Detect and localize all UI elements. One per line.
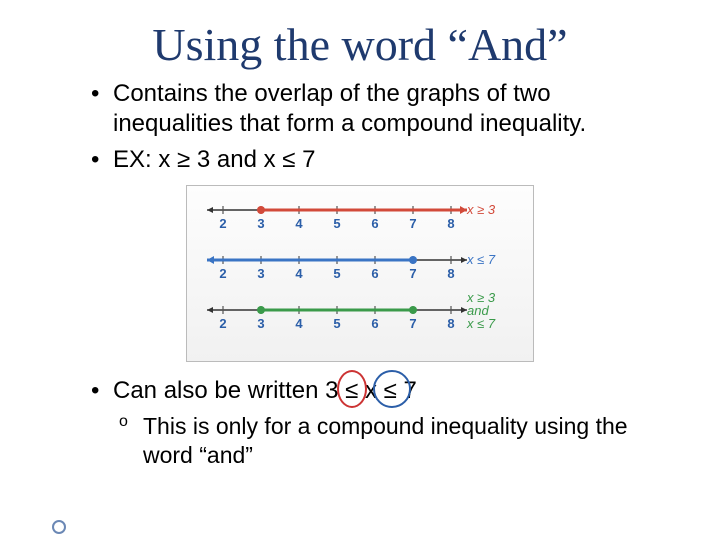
numberline-diagram: 2345678x ≥ 32345678x ≤ 72345678x ≥ 3andx…	[186, 185, 534, 362]
svg-text:3: 3	[257, 316, 264, 331]
bottom-block: Can also be written 3 ≤ x ≤ 7 This is on…	[0, 376, 720, 470]
sub-bullet: This is only for a compound inequality u…	[85, 412, 650, 470]
svg-text:8: 8	[447, 266, 454, 281]
svg-text:7: 7	[409, 316, 416, 331]
bullet-1: Contains the overlap of the graphs of tw…	[85, 79, 650, 139]
svg-text:3: 3	[257, 216, 264, 231]
content-block: Contains the overlap of the graphs of tw…	[0, 79, 720, 175]
le2: ≤	[384, 377, 397, 404]
bullet-3: Can also be written 3 ≤ x ≤ 7	[85, 376, 650, 406]
diagram-container: 2345678x ≥ 32345678x ≤ 72345678x ≥ 3andx…	[0, 185, 720, 362]
slide-title: Using the word “And”	[0, 18, 720, 71]
b3-suffix: 7	[397, 377, 417, 404]
svg-text:4: 4	[295, 216, 303, 231]
svg-text:6: 6	[371, 316, 378, 331]
svg-text:5: 5	[333, 316, 340, 331]
svg-text:7: 7	[409, 216, 416, 231]
svg-text:2: 2	[219, 266, 226, 281]
svg-text:5: 5	[333, 216, 340, 231]
svg-text:3: 3	[257, 266, 264, 281]
circled-inequality: ≤ x ≤	[345, 376, 397, 406]
numberline-svg: 2345678x ≥ 32345678x ≤ 72345678x ≥ 3andx…	[195, 192, 525, 348]
svg-text:4: 4	[295, 266, 303, 281]
svg-text:6: 6	[371, 266, 378, 281]
bullet-2: EX: x ≥ 3 and x ≤ 7	[85, 145, 650, 175]
b3-mid: x	[358, 377, 383, 404]
svg-text:8: 8	[447, 316, 454, 331]
svg-text:x ≥ 3: x ≥ 3	[466, 202, 496, 217]
svg-text:4: 4	[295, 316, 303, 331]
svg-text:5: 5	[333, 266, 340, 281]
footer-dot-icon	[52, 520, 66, 534]
svg-text:2: 2	[219, 316, 226, 331]
svg-text:6: 6	[371, 216, 378, 231]
svg-text:7: 7	[409, 266, 416, 281]
svg-text:x ≤ 7: x ≤ 7	[466, 316, 496, 331]
svg-text:8: 8	[447, 216, 454, 231]
b3-text-prefix: Can also be written 3	[113, 377, 345, 404]
svg-text:x ≤ 7: x ≤ 7	[466, 252, 496, 267]
svg-text:2: 2	[219, 216, 226, 231]
le1: ≤	[345, 377, 358, 404]
